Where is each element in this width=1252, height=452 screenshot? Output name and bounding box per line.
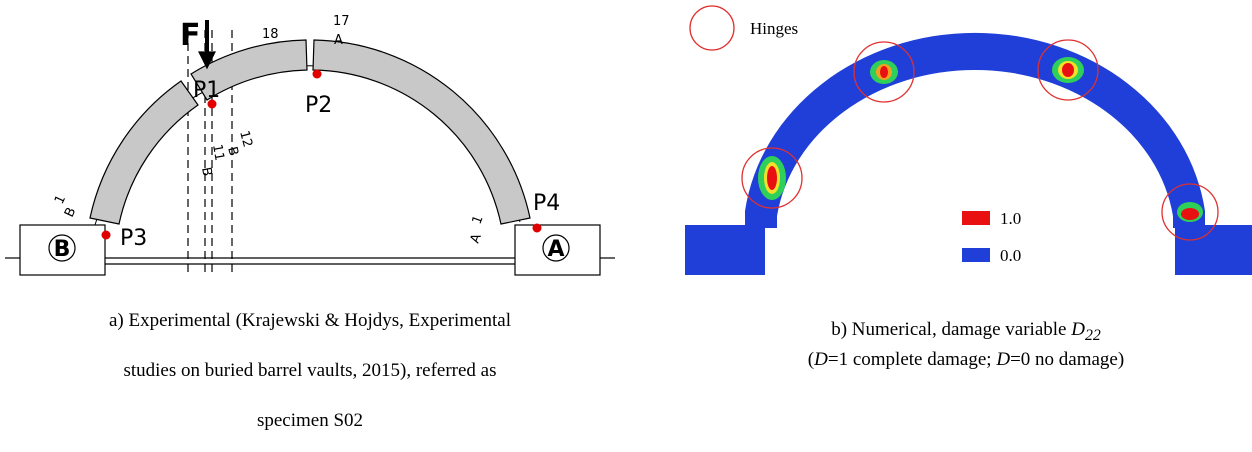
symbol: D bbox=[814, 349, 828, 370]
legend-label: 1.0 bbox=[1000, 209, 1021, 228]
panel-a-drawing bbox=[5, 20, 615, 275]
caption-line: a) Experimental (Krajewski & Hojdys, Exp… bbox=[0, 310, 620, 332]
block-mark: 18 bbox=[262, 27, 279, 42]
legend-swatch bbox=[962, 211, 990, 225]
caption-line: specimen S02 bbox=[0, 410, 620, 432]
symbol: D bbox=[1071, 319, 1085, 340]
block-mark: A bbox=[468, 232, 485, 246]
caption-text: =0 no damage) bbox=[1010, 349, 1124, 370]
point-label: P3 bbox=[120, 226, 147, 251]
subscript: 22 bbox=[1085, 327, 1101, 344]
caption-text: b) Numerical, damage variable bbox=[831, 319, 1071, 340]
caption-line: b) Numerical, damage variable D22 bbox=[680, 318, 1252, 348]
support-block bbox=[685, 225, 765, 275]
block-mark: B bbox=[62, 205, 79, 219]
block-mark: 1 bbox=[52, 193, 69, 207]
point-label: P1 bbox=[193, 78, 220, 103]
arch-model bbox=[745, 33, 1205, 228]
reference-arc bbox=[95, 66, 520, 225]
support-block bbox=[1175, 225, 1252, 275]
block-mark: 17 bbox=[333, 14, 350, 29]
support-label: B bbox=[54, 237, 71, 262]
arch-segment bbox=[313, 40, 530, 224]
figure: F P1 P2 P3 P4 B A 18 17 A 12 B 11 B 1 B … bbox=[0, 0, 1252, 300]
legend-swatch bbox=[962, 248, 990, 262]
caption-b: b) Numerical, damage variable D22 (D=1 c… bbox=[680, 318, 1252, 372]
arch-segment bbox=[90, 81, 198, 224]
panel-b-drawing: Hinges 1.0 0.0 bbox=[685, 6, 1252, 275]
block-mark: 11 bbox=[209, 143, 227, 162]
block-mark: 1 bbox=[470, 213, 487, 226]
legend-label: Hinges bbox=[750, 19, 798, 38]
caption-line: studies on buried barrel vaults, 2015), … bbox=[0, 360, 620, 382]
caption-a: a) Experimental (Krajewski & Hojdys, Exp… bbox=[0, 310, 620, 432]
caption-text: =1 complete damage; bbox=[828, 349, 996, 370]
block-mark: A bbox=[334, 33, 343, 48]
legend-label: 0.0 bbox=[1000, 246, 1021, 265]
symbol: D bbox=[996, 349, 1010, 370]
support-label: A bbox=[547, 237, 564, 262]
load-label: F bbox=[180, 18, 201, 53]
point-label: P4 bbox=[533, 191, 560, 216]
caption-line: (D=1 complete damage; D=0 no damage) bbox=[680, 348, 1252, 372]
point-label: P2 bbox=[305, 93, 332, 118]
page: F P1 P2 P3 P4 B A 18 17 A 12 B 11 B 1 B … bbox=[0, 0, 1252, 452]
